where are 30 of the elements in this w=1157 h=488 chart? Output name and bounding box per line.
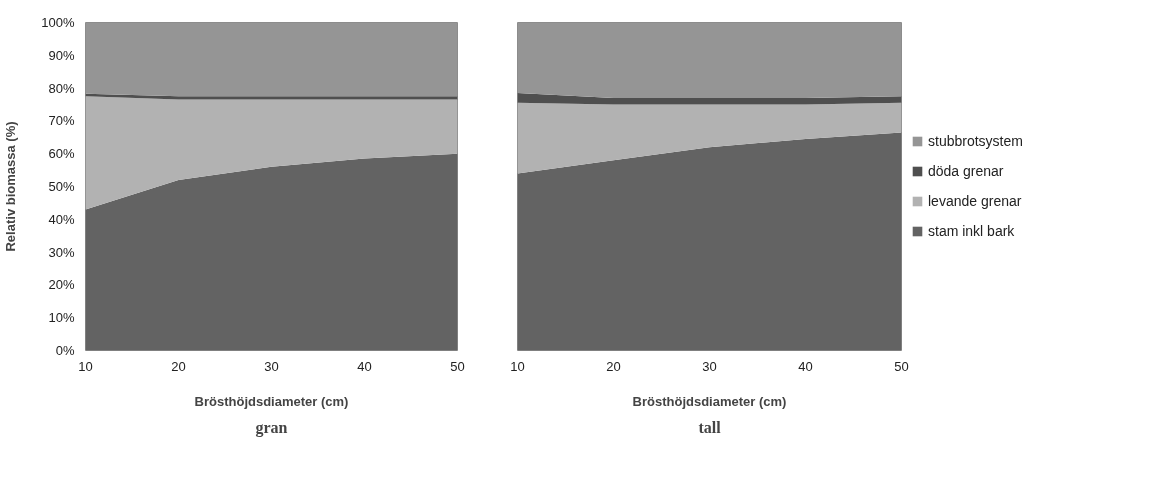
y-tick-label: 20% (48, 277, 75, 293)
y-tick-label: 10% (48, 310, 75, 326)
y-axis-title: Relativ biomassa (%) (3, 121, 19, 252)
y-tick-label: 100% (41, 15, 75, 30)
x-axis-title: Brösthöjdsdiameter (cm) (632, 393, 787, 409)
x-tick-label: 40 (798, 358, 813, 374)
x-tick-label: 30 (264, 358, 279, 374)
x-tick-label: 50 (450, 358, 465, 374)
x-tick-label: 10 (78, 358, 93, 374)
y-tick-label: 40% (48, 211, 75, 227)
text: tall (698, 418, 722, 436)
y-tick-label: 50% (48, 179, 75, 194)
y-tick-label: 0% (55, 343, 75, 358)
x-tick-label: 20 (606, 358, 621, 374)
x-axis-title: Brösthöjdsdiameter (cm) (194, 393, 349, 409)
x-tick-label: 10 (510, 358, 525, 374)
x-tick-label: 20 (171, 358, 186, 374)
y-tick-label: 80% (48, 80, 75, 96)
text: gran (255, 418, 288, 437)
y-tick-label: 70% (48, 113, 75, 129)
x-tick-label: 50 (894, 358, 909, 374)
y-tick-label: 90% (48, 47, 75, 63)
legend-label: döda grenar (928, 163, 1004, 179)
y-tick-label: 60% (48, 146, 75, 162)
x-tick-label: 30 (702, 358, 717, 374)
legend-label: stam inkl bark (928, 223, 1015, 239)
y-tick-label: 30% (48, 244, 75, 260)
legend-label: stubbrotsystem (928, 133, 1023, 149)
x-tick-label: 40 (357, 358, 372, 374)
legend-label: levande grenar (928, 193, 1022, 209)
